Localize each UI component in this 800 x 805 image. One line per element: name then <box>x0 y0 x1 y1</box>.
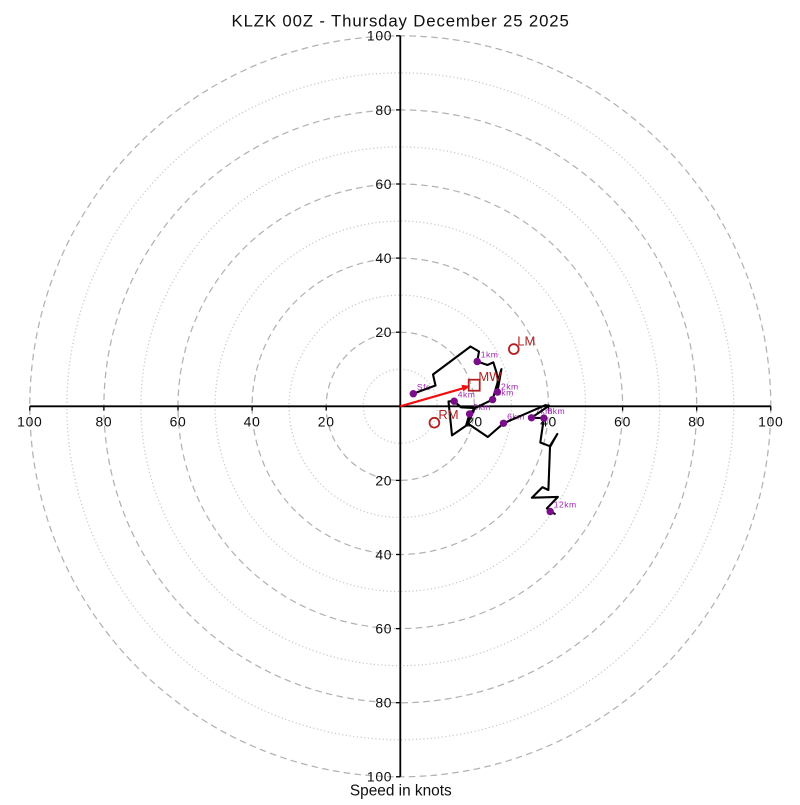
svg-text:6km: 6km <box>507 411 525 421</box>
svg-text:Sfc: Sfc <box>417 382 431 392</box>
svg-text:40: 40 <box>244 413 261 429</box>
svg-text:100: 100 <box>367 28 392 44</box>
svg-text:20: 20 <box>375 472 392 488</box>
svg-text:4km: 4km <box>458 389 476 399</box>
svg-text:5km: 5km <box>473 402 491 412</box>
svg-text:3km: 3km <box>496 388 514 398</box>
svg-text:LM: LM <box>517 334 535 349</box>
svg-text:Speed in knots: Speed in knots <box>350 782 452 799</box>
svg-text:100: 100 <box>367 769 392 785</box>
svg-text:80: 80 <box>688 413 705 429</box>
svg-text:80: 80 <box>375 695 392 711</box>
svg-text:40: 40 <box>375 546 392 562</box>
svg-text:100: 100 <box>17 413 42 429</box>
svg-text:20: 20 <box>375 324 392 340</box>
svg-text:20: 20 <box>318 413 335 429</box>
svg-text:60: 60 <box>375 176 392 192</box>
svg-text:60: 60 <box>614 413 631 429</box>
svg-text:1km: 1km <box>481 350 499 360</box>
svg-text:100: 100 <box>758 413 783 429</box>
svg-text:40: 40 <box>375 250 392 266</box>
svg-text:RM: RM <box>438 407 458 422</box>
svg-text:80: 80 <box>375 102 392 118</box>
svg-text:60: 60 <box>375 621 392 637</box>
svg-text:80: 80 <box>95 413 112 429</box>
svg-text:7km: 7km <box>535 406 553 416</box>
svg-text:60: 60 <box>170 413 187 429</box>
svg-text:KLZK 00Z - Thursday December 2: KLZK 00Z - Thursday December 25 2025 <box>232 11 570 30</box>
svg-text:MW: MW <box>478 369 502 384</box>
svg-text:8km: 8km <box>548 406 566 416</box>
svg-text:12km: 12km <box>554 500 577 510</box>
svg-text:2km: 2km <box>501 382 519 392</box>
